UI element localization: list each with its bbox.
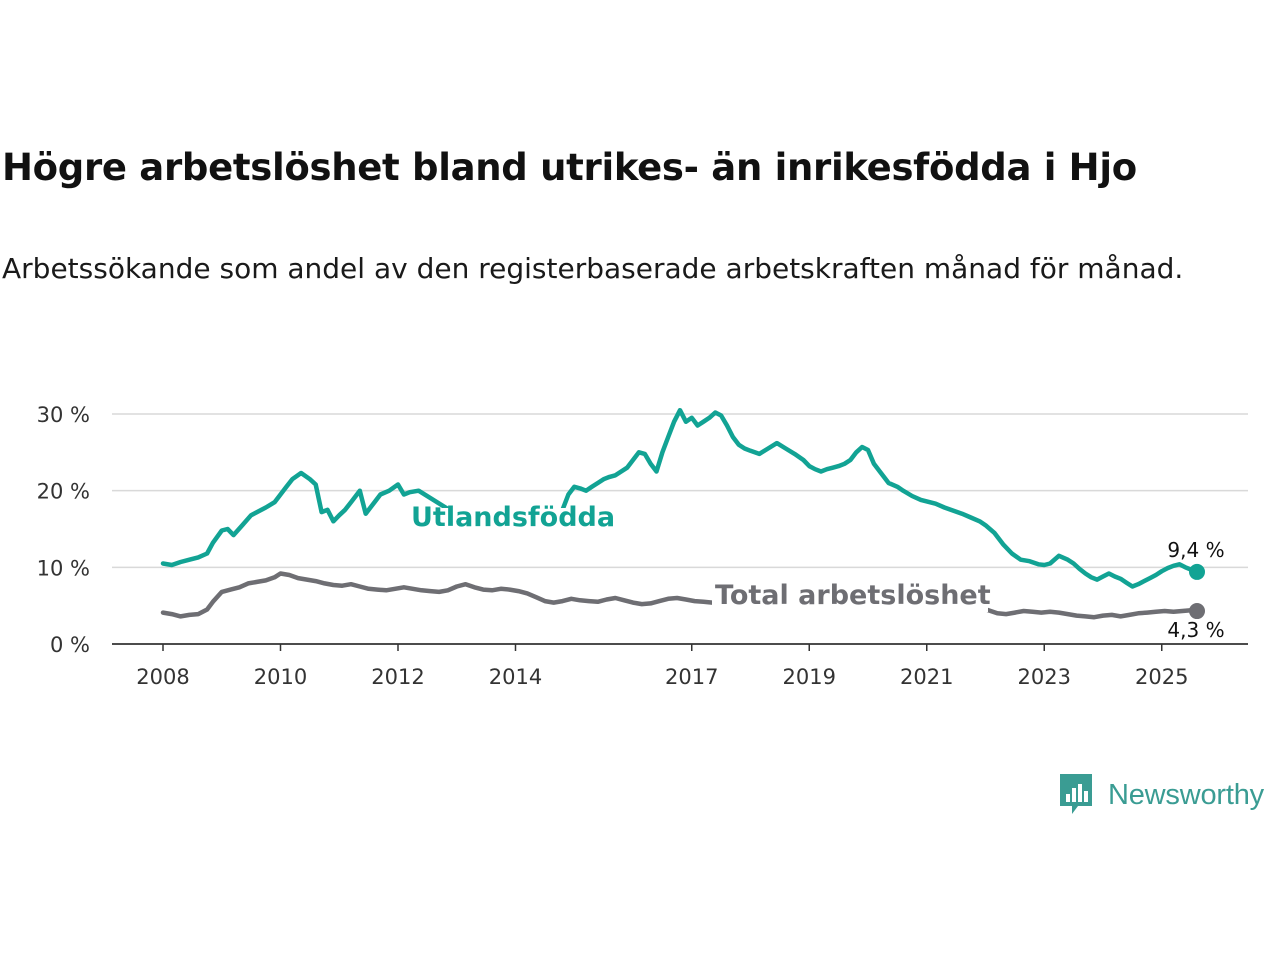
label-halo — [408, 508, 610, 542]
x-tick-label: 2019 — [783, 665, 836, 689]
x-tick-label: 2025 — [1135, 665, 1188, 689]
y-tick-label: 20 % — [37, 480, 90, 504]
x-tick-label: 2012 — [371, 665, 424, 689]
x-tick-label: 2017 — [665, 665, 718, 689]
end-point-marker — [1189, 563, 1205, 580]
newsworthy-logo-icon — [1060, 774, 1092, 814]
y-tick-label: 10 % — [37, 556, 90, 580]
end-point-marker — [1189, 603, 1205, 620]
series-label-foreign-born: Utlandsfödda — [411, 502, 615, 533]
brand-name: Newsworthy — [1108, 778, 1264, 811]
chart-subtitle: Arbetssökande som andel av den registerb… — [2, 252, 1184, 285]
x-tick-label: 2023 — [1018, 665, 1071, 689]
line-chart: 0 % 10 % 20 % 30 % 2008 2010 2012 2014 2017 2019… — [37, 403, 1248, 689]
series-lines — [160, 407, 1205, 620]
x-tick-label: 2021 — [900, 665, 953, 689]
x-axis: 2008 2010 2012 2014 2017 2019 2021 2023 2025 — [112, 643, 1248, 689]
x-tick-label: 2014 — [489, 665, 542, 689]
series-label-total: Total arbetslöshet — [715, 580, 991, 611]
x-tick-label: 2008 — [136, 665, 189, 689]
series-labels: Utlandsfödda Total arbetslöshet 9,4 % 4,3 % — [408, 502, 1227, 644]
grid-lines: 0 % 10 % 20 % 30 % — [37, 403, 1248, 657]
chart-title: Högre arbetslöshet bland utrikes- än inr… — [2, 146, 1137, 189]
brand-logo[interactable]: Newsworthy — [1058, 772, 1264, 818]
x-tick-label: 2010 — [254, 665, 307, 689]
label-halo — [712, 580, 988, 612]
end-value-label-foreign-born: 9,4 % — [1167, 538, 1224, 562]
foreign-born-line — [160, 407, 1200, 589]
y-tick-label: 0 % — [50, 633, 90, 657]
y-tick-label: 30 % — [37, 403, 90, 427]
total-unemployment-line — [160, 571, 1200, 620]
end-value-label-total: 4,3 % — [1167, 618, 1224, 642]
